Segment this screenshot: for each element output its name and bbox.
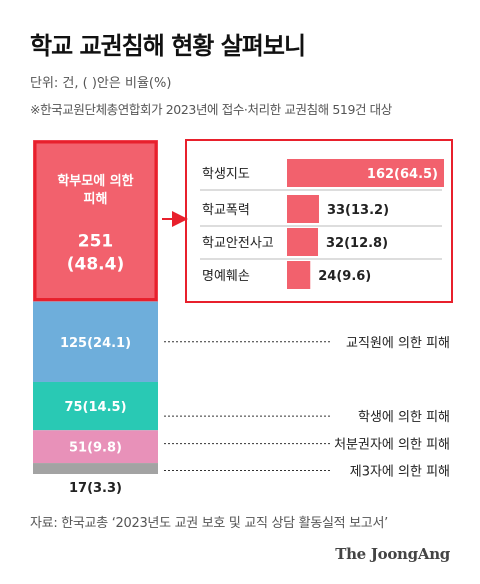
segment-name-5: 제3자에 의한 피해 [350,465,450,480]
detail-category-1: 학생지도 [202,167,250,182]
detail-panel: 학생지도 162(64.5) 학교폭력 33(13.2) 학교안전사고 32(12.8) 명… [162,139,453,303]
segment-name-1: 학부모에 의한 피해 [57,173,133,207]
source-note: 자료: 한국교총 ‘2023년도 교권 보호 및 교직 상담 활동실적 보고서’ [30,516,388,531]
detail-category-3: 학교안전사고 [202,236,274,251]
detail-bar-4 [287,261,311,289]
scope-note: ※한국교원단체총연합회가 2023년에 접수·처리한 교권침해 519건 대상 [30,102,392,117]
segment-name-3: 학생에 의한 피해 [358,410,450,425]
segment-value-3: 75(14.5) [64,400,126,415]
segment-name-2: 교직원에 의한 피해 [346,336,450,351]
detail-value-1: 162(64.5) [367,167,438,182]
detail-category-4: 명예훼손 [202,269,250,284]
segment-value-4: 51(9.8) [69,441,122,456]
segment-value-5: 17(3.3) [69,481,122,496]
highlight-border [33,140,158,302]
detail-category-2: 학교폭력 [202,203,250,218]
stacked-bar: 학부모에 의한 피해 251 (48.4) 125(24.1) 75(14.5) 51(9.… [33,140,450,496]
detail-value-4: 24(9.6) [318,269,371,284]
unit-note: 단위: 건, ( )안은 비율(%) [30,76,172,91]
detail-value-2: 33(13.2) [327,203,389,218]
bar-segment-3 [33,381,158,431]
detail-value-3: 32(12.8) [326,236,388,251]
bar-segment-5 [33,463,158,474]
segment-name-4: 처분권자에 의한 피해 [334,438,450,453]
bar-segment-2 [33,301,158,382]
segment-value-2: 125(24.1) [60,336,131,351]
detail-bar-3 [287,228,319,256]
detail-bar-2 [287,195,319,223]
bar-segment-1 [33,140,158,302]
brand-logo: The JoongAng [335,545,450,563]
page-title: 학교 교권침해 현황 살펴보니 [30,32,306,60]
detail-bar-1 [287,159,444,187]
bar-segment-4 [33,430,158,464]
segment-value-1: 251 (48.4) [67,232,124,275]
